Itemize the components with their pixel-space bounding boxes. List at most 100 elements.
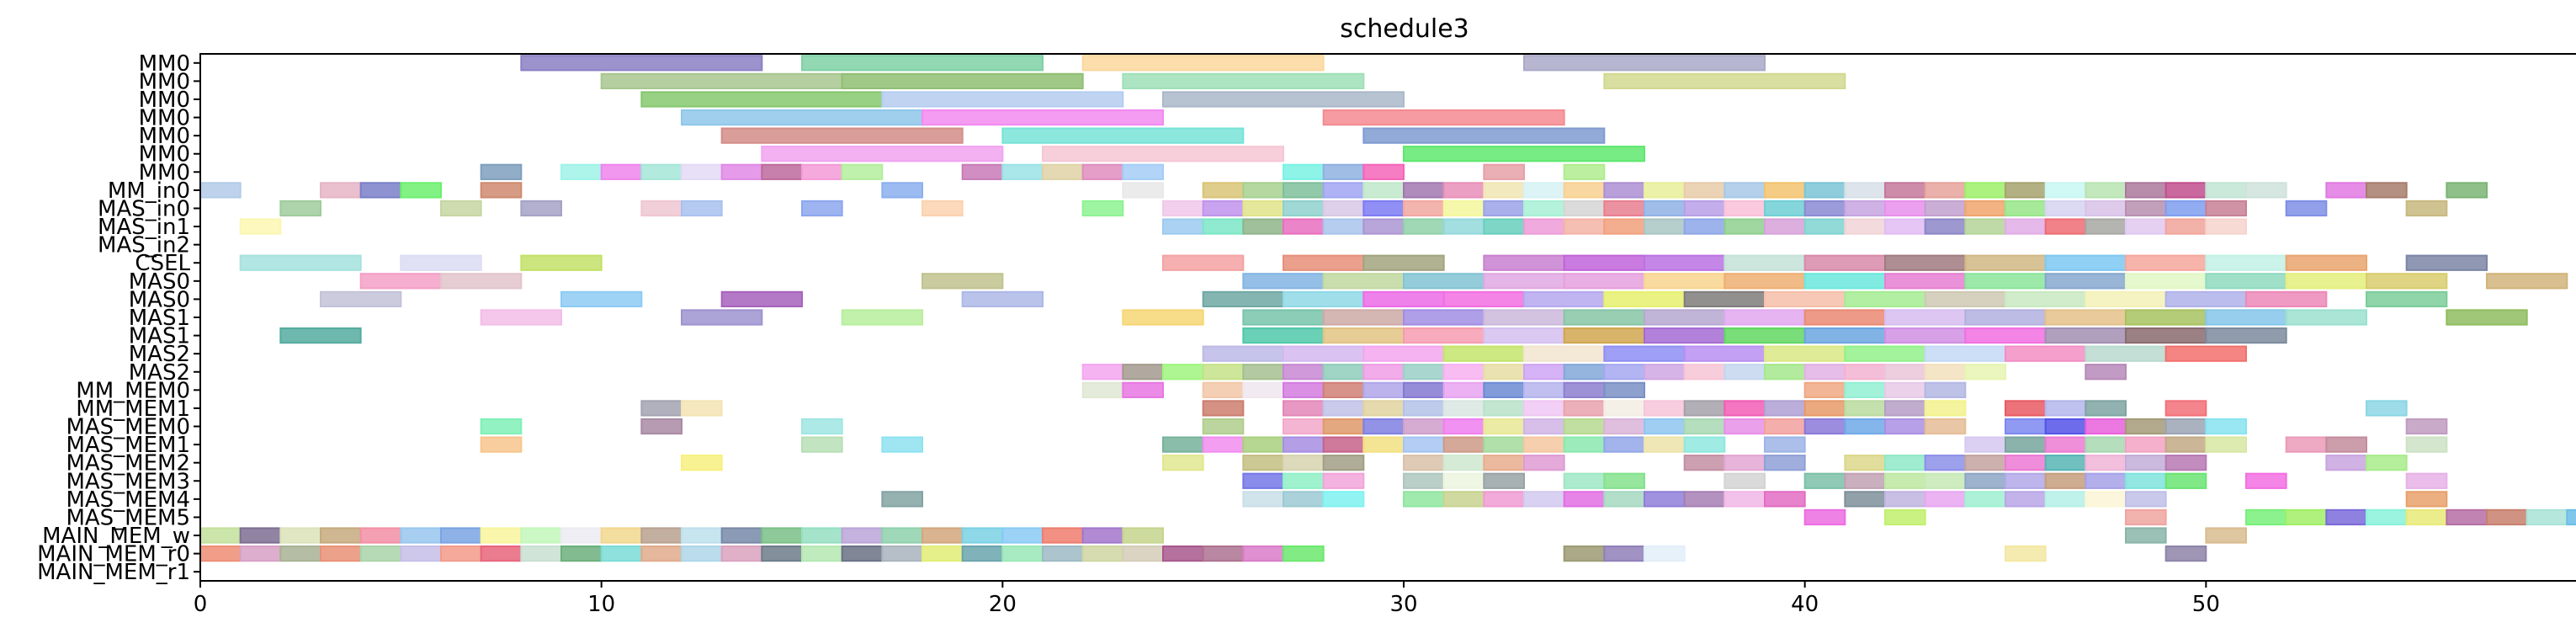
task-bar bbox=[1362, 400, 1405, 417]
task-bar bbox=[1924, 491, 1967, 508]
task-bar bbox=[2164, 182, 2207, 199]
task-bar bbox=[480, 527, 523, 544]
task-bar bbox=[1122, 163, 1165, 180]
row-label: MM0 bbox=[139, 124, 190, 149]
task-bar bbox=[1442, 364, 1485, 381]
task-bar bbox=[1322, 273, 1405, 290]
task-bar bbox=[1322, 109, 1565, 126]
task-bar bbox=[1803, 309, 1887, 326]
task-bar bbox=[1764, 491, 1806, 508]
row-label: MAS_in2 bbox=[98, 233, 190, 258]
task-bar bbox=[1362, 290, 1445, 308]
task-bar bbox=[1603, 436, 1646, 453]
task-bar bbox=[600, 163, 643, 180]
task-bar bbox=[1563, 163, 1606, 180]
task-bar bbox=[2044, 273, 2127, 290]
task-bar bbox=[1964, 364, 2006, 381]
x-tick-label: 20 bbox=[989, 592, 1017, 617]
task-bar bbox=[1202, 364, 1245, 381]
task-bar bbox=[2044, 218, 2087, 235]
task-bar bbox=[1724, 254, 1806, 271]
task-bar bbox=[2164, 400, 2207, 417]
task-bar bbox=[2125, 218, 2167, 235]
task-bar bbox=[2205, 436, 2247, 453]
task-bar bbox=[1844, 455, 1886, 471]
task-bar bbox=[1683, 491, 1726, 508]
task-bar bbox=[1362, 436, 1405, 453]
task-bar bbox=[480, 436, 523, 453]
task-bar bbox=[640, 200, 683, 217]
task-bar bbox=[2366, 455, 2408, 471]
task-bar bbox=[279, 200, 322, 217]
task-bar bbox=[1884, 455, 1926, 471]
task-bar bbox=[1964, 327, 2047, 344]
task-bar bbox=[1764, 218, 1806, 235]
task-bar bbox=[2125, 273, 2207, 290]
task-bar bbox=[2164, 218, 2207, 235]
task-bar bbox=[1403, 146, 1645, 162]
row-label: MAIN_MEM_r0 bbox=[37, 542, 190, 567]
task-bar bbox=[1964, 309, 2047, 326]
task-bar bbox=[199, 182, 242, 199]
task-bar bbox=[1283, 200, 1325, 217]
task-bar bbox=[1924, 200, 1967, 217]
task-bar bbox=[2205, 309, 2287, 326]
task-bar bbox=[1322, 218, 1365, 235]
task-bar bbox=[1764, 364, 1806, 381]
task-bar bbox=[2085, 218, 2127, 235]
task-bar bbox=[400, 182, 443, 199]
task-bar bbox=[1764, 182, 1806, 199]
task-bar bbox=[1202, 400, 1245, 417]
task-bar bbox=[2005, 455, 2047, 471]
task-bar bbox=[2005, 472, 2047, 489]
task-bar bbox=[1162, 436, 1204, 453]
task-bar bbox=[1644, 200, 1686, 217]
task-bar bbox=[1202, 290, 1284, 308]
task-bar bbox=[1283, 364, 1325, 381]
task-bar bbox=[1122, 527, 1165, 544]
task-bar bbox=[320, 290, 402, 308]
task-bar bbox=[2005, 491, 2047, 508]
row-label: MAS_MEM3 bbox=[66, 469, 190, 494]
task-bar bbox=[2245, 290, 2328, 308]
task-bar bbox=[1122, 364, 1165, 381]
task-bar bbox=[1202, 545, 1245, 562]
task-bar bbox=[681, 545, 723, 562]
task-bar bbox=[1322, 309, 1405, 326]
row-label: MM0 bbox=[139, 88, 190, 113]
task-bar bbox=[1603, 345, 1686, 362]
task-bar bbox=[1884, 508, 1926, 526]
task-bar bbox=[2044, 455, 2087, 471]
task-bar bbox=[1563, 327, 1645, 344]
task-bar bbox=[1483, 254, 1565, 271]
task-bar bbox=[1322, 436, 1365, 453]
row-label: MAS1 bbox=[129, 306, 190, 331]
task-bar bbox=[1322, 364, 1365, 381]
task-bar bbox=[239, 527, 282, 544]
task-bar bbox=[1362, 163, 1405, 180]
task-bar bbox=[1283, 345, 1365, 362]
task-bar bbox=[320, 545, 362, 562]
task-bar bbox=[1844, 182, 1886, 199]
task-bar bbox=[1884, 309, 1967, 326]
task-bar bbox=[2125, 418, 2167, 435]
task-bar bbox=[2164, 418, 2207, 435]
task-bar bbox=[2044, 472, 2087, 489]
task-bar bbox=[1283, 163, 1325, 180]
task-bar bbox=[440, 200, 482, 217]
task-bar bbox=[961, 163, 1004, 180]
task-bar bbox=[560, 290, 643, 308]
row-label: MM_in0 bbox=[108, 178, 190, 204]
task-bar bbox=[1603, 472, 1646, 489]
task-bar bbox=[2005, 436, 2047, 453]
task-bar bbox=[1803, 327, 1887, 344]
task-bar bbox=[1523, 290, 1606, 308]
row-label: MAS2 bbox=[129, 360, 190, 386]
task-bar bbox=[1483, 182, 1526, 199]
task-bar bbox=[1403, 309, 1485, 326]
task-bar bbox=[1362, 254, 1445, 271]
task-bar bbox=[1483, 418, 1526, 435]
task-bar bbox=[2325, 455, 2367, 471]
task-bar bbox=[2085, 345, 2167, 362]
